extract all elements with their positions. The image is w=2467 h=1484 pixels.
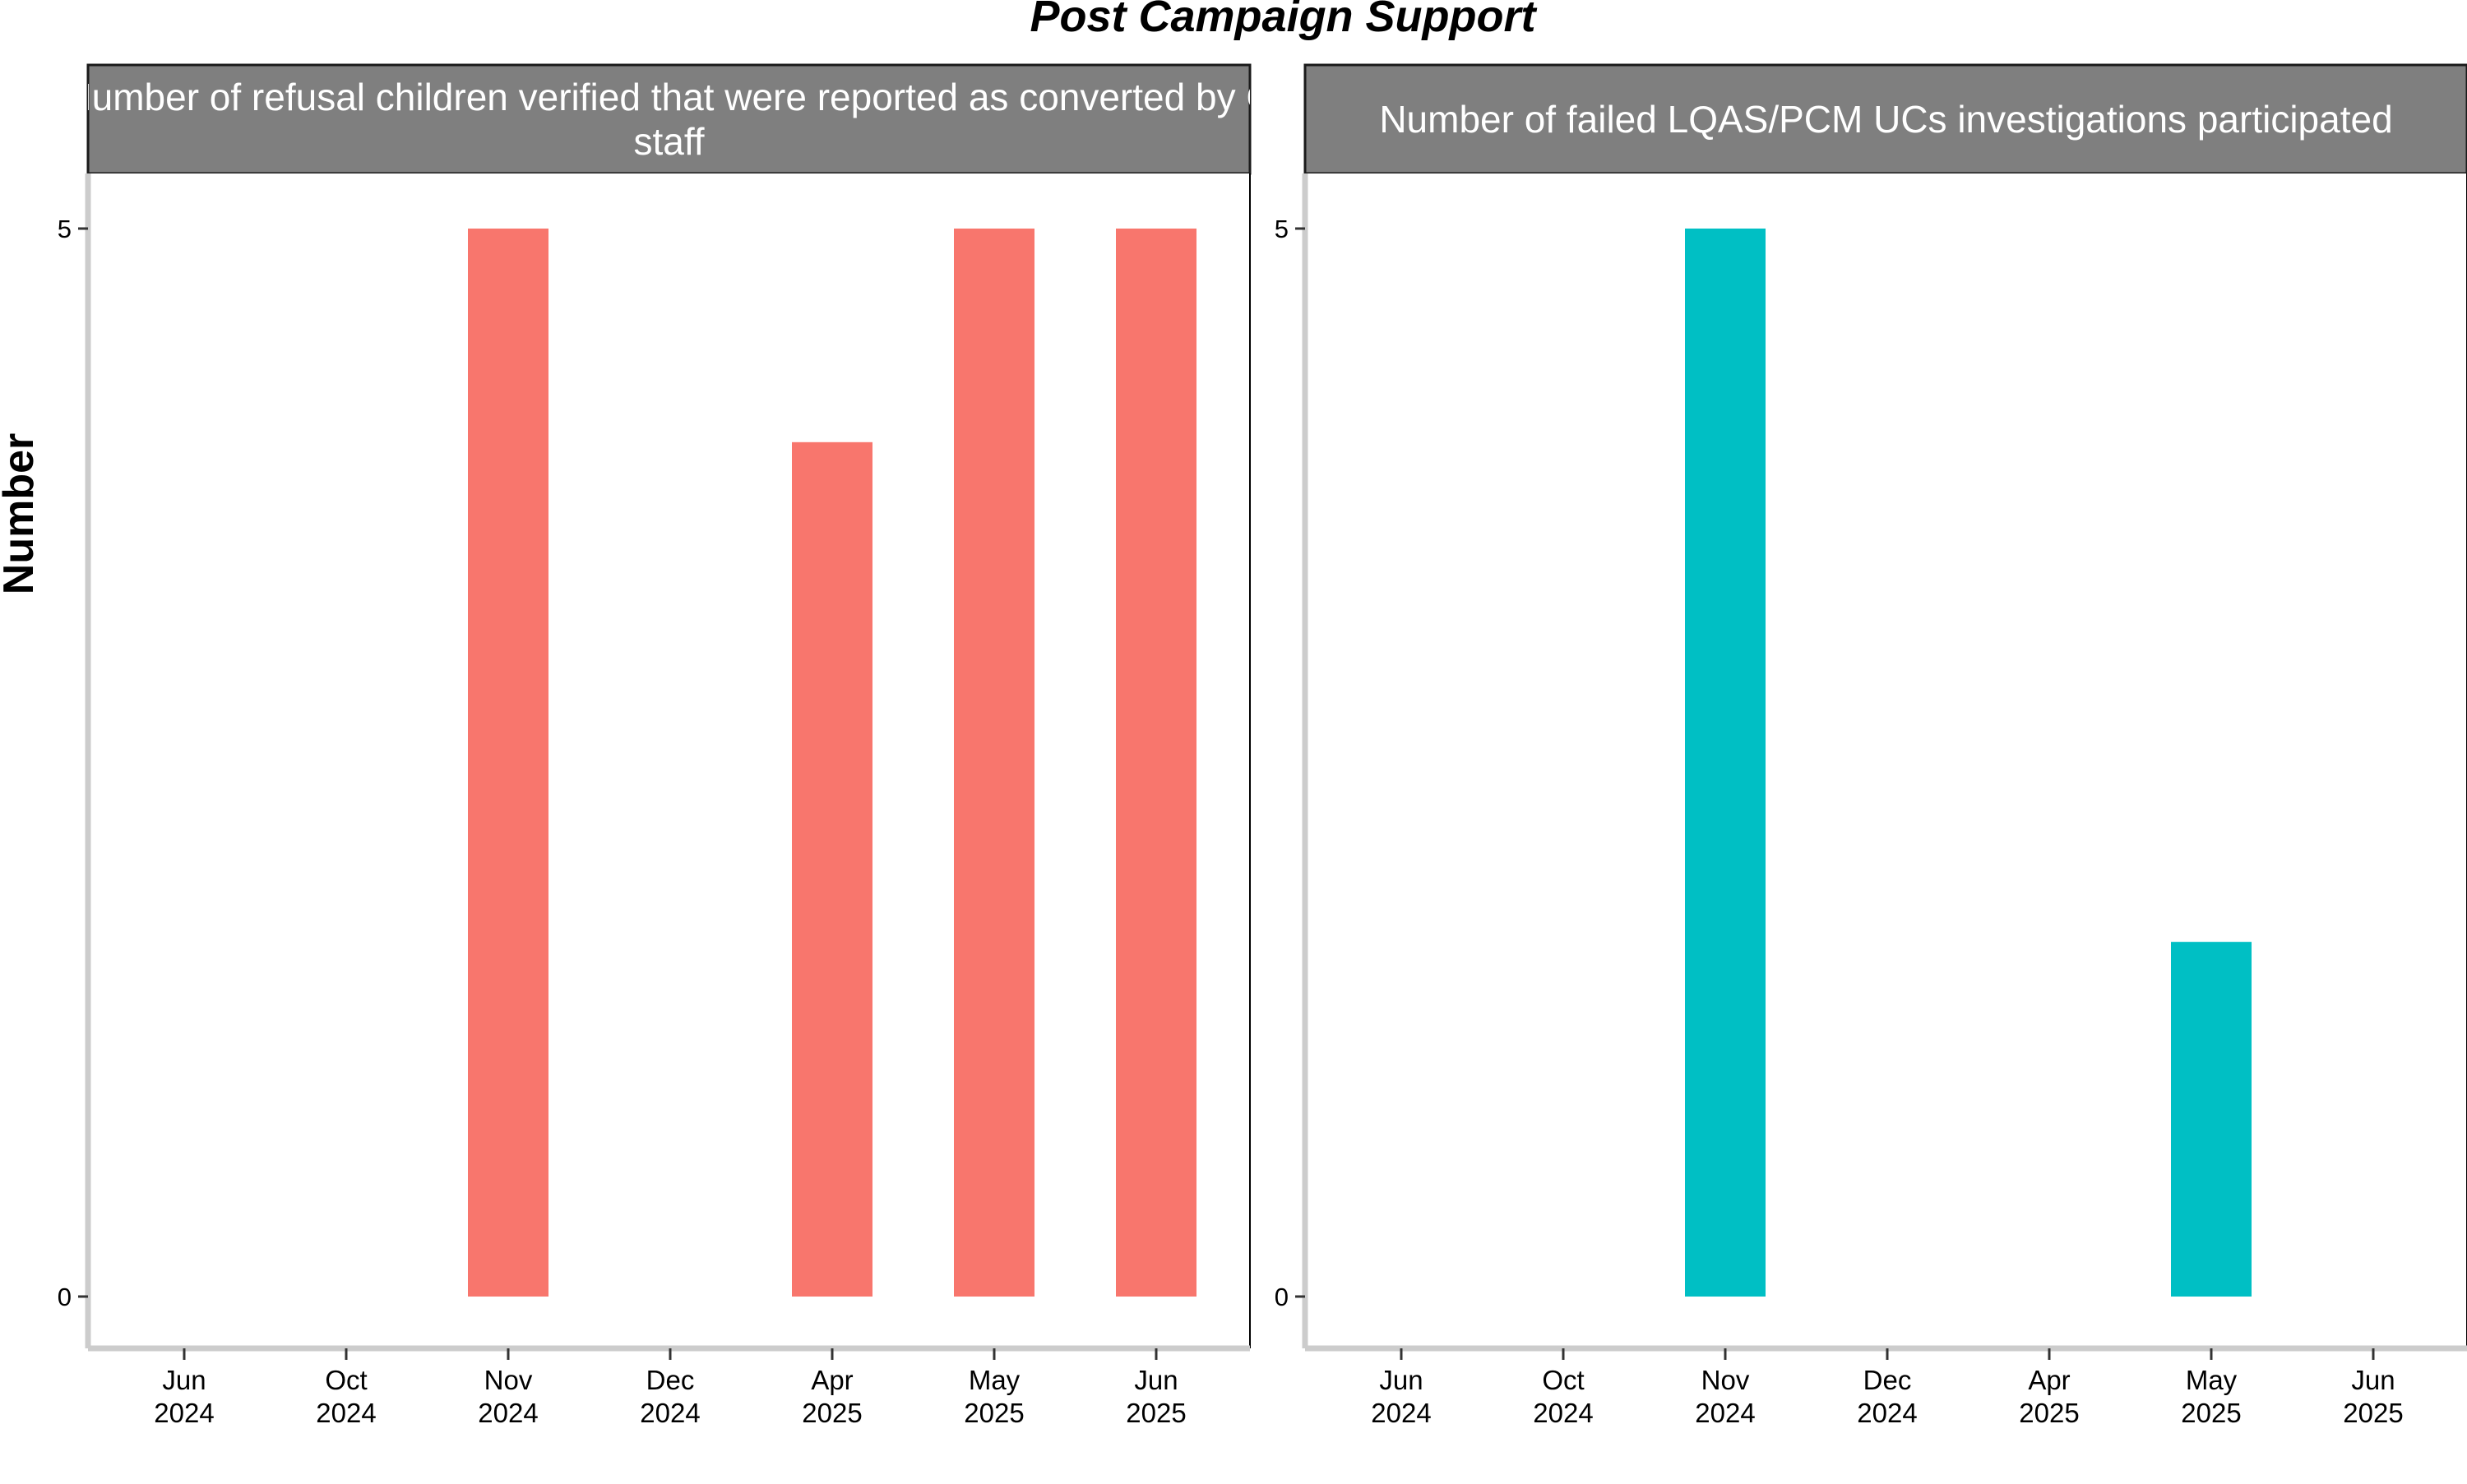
bar [792, 442, 872, 1297]
panel-1-plot-area [88, 173, 1250, 1348]
x-tick-label: Nov 2024 [1695, 1365, 1755, 1428]
bar [468, 229, 548, 1297]
bar [1685, 229, 1766, 1297]
x-tick-label: Jun 2024 [1371, 1365, 1431, 1428]
panels: Number of refusal children verified that… [58, 63, 2467, 1428]
y-tick-label: 0 [58, 1283, 72, 1311]
y-tick-label: 0 [1275, 1283, 1289, 1311]
panel-1-strip-title: staff [633, 120, 704, 163]
x-tick-label: Jun 2024 [154, 1365, 214, 1428]
x-tick-label: May 2025 [2181, 1365, 2241, 1428]
panel-1-strip [86, 63, 1252, 175]
x-tick-label: Apr 2025 [2019, 1365, 2079, 1428]
x-tick-label: Nov 2024 [478, 1365, 538, 1428]
x-tick-label: May 2025 [964, 1365, 1024, 1428]
y-axis-label: Number [0, 433, 43, 594]
bar [954, 229, 1034, 1297]
x-tick-label: Dec 2024 [640, 1365, 700, 1428]
panel-2: Number of failed LQAS/PCM UCs investigat… [1275, 63, 2467, 1428]
x-tick-label: Jun 2025 [1126, 1365, 1186, 1428]
y-tick-label: 5 [1275, 215, 1289, 243]
panel-2-plot-area [1305, 173, 2467, 1348]
x-tick-label: Jun 2025 [2343, 1365, 2403, 1428]
x-tick-label: Dec 2024 [1857, 1365, 1917, 1428]
bar [2171, 941, 2252, 1297]
bar [1116, 229, 1196, 1297]
x-tick-label: Oct 2024 [316, 1365, 376, 1428]
panel-2-strip-title: Number of failed LQAS/PCM UCs investigat… [1379, 98, 2392, 141]
chart-title: Post Campaign Support [1030, 0, 1537, 41]
panel-1-strip-title: Number of refusal children verified that… [64, 76, 1273, 118]
x-tick-label: Apr 2025 [802, 1365, 862, 1428]
x-tick-label: Oct 2024 [1533, 1365, 1593, 1428]
y-tick-label: 5 [58, 215, 72, 243]
panel-1: Number of refusal children verified that… [58, 63, 1273, 1428]
